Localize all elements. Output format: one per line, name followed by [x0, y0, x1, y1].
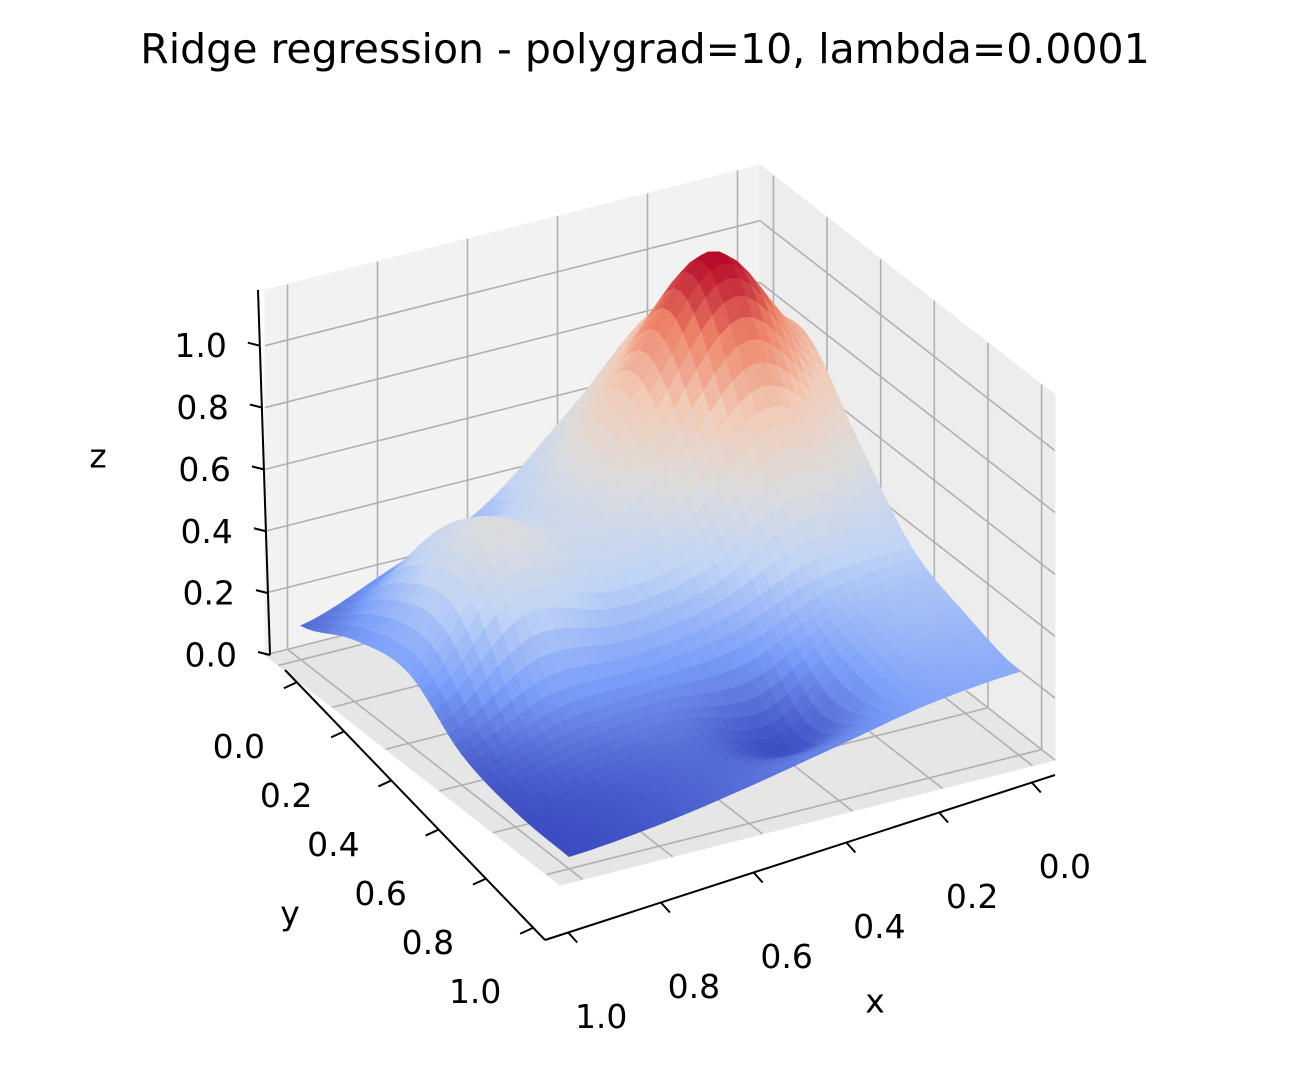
x-axis-label: x	[865, 982, 885, 1021]
grid-line	[287, 648, 583, 880]
y-tick-label: 0.4	[307, 825, 359, 864]
x-tick	[938, 811, 949, 824]
surface-patch	[561, 847, 582, 857]
x-tick	[1031, 781, 1042, 794]
x-tick-label: 0.4	[853, 907, 905, 946]
y-axis-line	[284, 669, 546, 941]
z-tick-label: 0.4	[180, 512, 232, 551]
z-tick	[257, 651, 271, 656]
x-axis-line	[544, 774, 1056, 941]
y-tick-label: 0.8	[402, 923, 454, 962]
y-tick	[330, 730, 345, 739]
x-tick-label: 0.2	[946, 877, 998, 916]
x-tick-label: 0.6	[760, 937, 812, 976]
x-tick-label: 0.0	[1039, 847, 1091, 886]
chart-title: Ridge regression - polygrad=10, lambda=0…	[140, 25, 1149, 73]
z-axis-line	[257, 289, 271, 656]
z-tick	[255, 589, 269, 595]
x-tick	[660, 901, 671, 914]
y-tick-label: 1.0	[449, 972, 501, 1011]
x-tick-label: 0.8	[668, 967, 720, 1006]
grid-line	[264, 219, 761, 347]
y-tick	[519, 926, 534, 935]
z-tick	[249, 403, 263, 409]
grid-line	[546, 748, 1042, 876]
y-tick	[425, 828, 440, 837]
z-tick	[251, 465, 265, 471]
z-tick-label: 0.6	[178, 450, 230, 489]
z-tick-label: 0.8	[176, 388, 228, 427]
z-tick-label: 1.0	[174, 326, 226, 365]
z-tick	[253, 527, 267, 533]
z-tick	[247, 341, 261, 347]
grid-line	[759, 281, 1056, 514]
x-tick-label: 1.0	[575, 997, 627, 1036]
y-tick-label: 0.0	[213, 727, 265, 766]
y-tick-label: 0.6	[354, 874, 406, 913]
y-tick	[472, 877, 487, 886]
y-tick	[283, 681, 298, 690]
y-axis-label: y	[280, 894, 300, 933]
x-tick	[845, 841, 857, 854]
z-tick-label: 0.0	[185, 636, 237, 675]
x-tick	[752, 871, 764, 884]
z-tick-label: 0.2	[182, 574, 234, 613]
x-tick	[567, 931, 578, 944]
y-tick-label: 0.2	[260, 776, 312, 815]
grid-line	[759, 220, 1056, 452]
z-axis-label: z	[89, 437, 106, 476]
y-tick	[377, 779, 392, 788]
